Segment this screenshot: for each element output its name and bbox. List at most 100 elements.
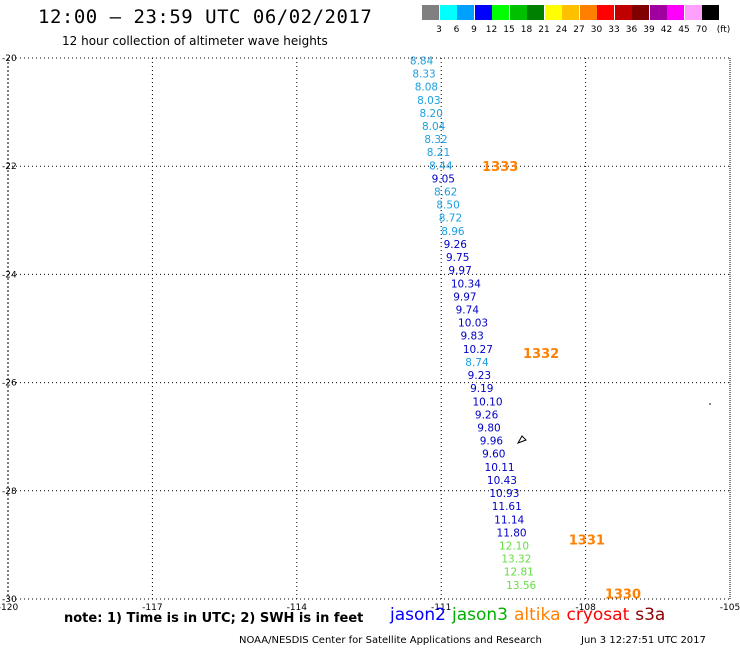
scale-unit: (ft): [716, 25, 731, 35]
wave-height-value: 9.60: [482, 448, 505, 460]
wave-height-value: 9.96: [480, 435, 504, 447]
scale-label: 24: [555, 25, 568, 35]
scale-label: 70: [695, 25, 708, 35]
time-label: 1330: [605, 588, 641, 603]
wave-height-value: 9.75: [446, 252, 469, 264]
scale-label: 33: [608, 25, 620, 35]
wave-height-value: 12.81: [504, 566, 534, 578]
wave-height-value: 10.93: [489, 488, 519, 500]
map-frame: [7, 57, 731, 600]
scale-label: 45: [678, 25, 690, 35]
scale-swatch-10: [597, 5, 614, 20]
map-title: 12:00 – 23:59 UTC 06/02/2017: [38, 6, 373, 28]
lon-tick-label: -105: [720, 603, 740, 613]
legend-cryosat: cryosat: [566, 605, 630, 625]
lat-tick-label: -22: [2, 162, 17, 172]
lat-tick-label: -20: [2, 54, 17, 64]
scale-label: 21: [538, 25, 550, 35]
time-label: 1333: [482, 160, 518, 175]
wave-height-value: 10.27: [463, 344, 493, 356]
wave-height-value: 8.32: [424, 134, 447, 146]
lon-tick-label: -111: [431, 603, 451, 613]
scale-label: 39: [643, 25, 655, 35]
footer-credit: NOAA/NESDIS Center for Satellite Applica…: [239, 635, 542, 646]
map-subtitle: 12 hour collection of altimeter wave hei…: [62, 34, 328, 48]
wave-height-value: 9.19: [470, 383, 493, 395]
scale-label: 12: [485, 25, 498, 35]
satellite-legend: jason2 jason3 altika cryosat s3a: [390, 605, 671, 625]
scale-swatch-7: [544, 5, 562, 20]
wave-height-value: 8.20: [420, 108, 443, 120]
wave-height-value: 9.26: [444, 239, 468, 251]
wave-height-value: 9.83: [460, 331, 483, 343]
wave-height-value: 12.10: [499, 540, 529, 552]
scale-swatch-5: [509, 5, 527, 20]
scale-swatch-15: [684, 5, 702, 20]
wave-height-value: 8.08: [415, 82, 438, 94]
wave-height-value: 8.96: [441, 226, 465, 238]
scale-label: 9: [471, 25, 477, 35]
wave-height-value: 10.11: [485, 462, 515, 474]
scale-label: 6: [453, 25, 460, 35]
wave-height-value: 8.72: [439, 213, 462, 225]
wave-height-value: 10.43: [487, 475, 517, 487]
bottom-note: note: 1) Time is in UTC; 2) SWH is in fe…: [64, 611, 364, 626]
lon-tick-label: -120: [0, 603, 18, 613]
scale-label: 30: [590, 25, 603, 35]
scale-label: 27: [573, 25, 585, 35]
wave-height-value: 11.61: [492, 501, 522, 513]
island-shape: [516, 435, 527, 444]
time-label: 1332: [523, 347, 559, 362]
wave-height-value: 8.74: [465, 357, 489, 369]
legend-s3a: s3a: [635, 605, 666, 625]
scale-label: 18: [520, 25, 533, 35]
legend-jason3: jason3: [452, 605, 508, 625]
wave-height-value: 8.44: [429, 161, 453, 173]
wave-height-value: 10.10: [472, 397, 502, 409]
scale-swatch-9: [579, 5, 597, 20]
wave-height-value: 8.50: [436, 200, 459, 212]
scale-swatch-1: [439, 5, 457, 20]
scale-label: 15: [503, 25, 515, 35]
scale-label: 3: [436, 25, 442, 35]
scale-swatch-11: [614, 5, 632, 20]
scale-label: 42: [660, 25, 673, 35]
wave-height-value: 9.74: [456, 305, 480, 317]
wave-height-value: 8.21: [427, 147, 450, 159]
legend-altika: altika: [514, 605, 561, 625]
wave-height-value: 13.32: [501, 553, 531, 565]
scale-swatch-14: [667, 5, 684, 20]
scale-swatch-13: [649, 5, 667, 20]
wave-height-value: 8.62: [434, 187, 457, 199]
wave-height-value: 9.23: [468, 370, 491, 382]
lat-tick-label: -24: [2, 270, 17, 280]
scale-swatch-3: [474, 5, 492, 20]
lon-tick-label: -114: [287, 603, 308, 613]
wave-height-value: 9.97: [448, 265, 471, 277]
scale-swatch-12: [632, 5, 649, 20]
wave-height-value: 9.05: [432, 174, 455, 186]
lon-tick-label: -108: [575, 603, 596, 613]
lat-tick-label: -28: [2, 487, 17, 497]
scale-label: 36: [625, 25, 638, 35]
wave-height-value: 8.04: [422, 121, 446, 133]
lon-tick-label: -117: [142, 603, 162, 613]
legend-jason2: jason2: [390, 605, 446, 625]
wave-height-value: 8.03: [417, 95, 440, 107]
scale-swatch-2: [457, 5, 474, 20]
wave-height-value: 11.14: [494, 514, 524, 526]
wave-height-value: 11.80: [497, 527, 527, 539]
wave-height-value: 9.97: [453, 292, 476, 304]
wave-height-value: 9.80: [477, 423, 500, 435]
wave-height-value: 10.03: [458, 318, 488, 330]
wave-height-value: 9.26: [475, 410, 499, 422]
wave-height-value: 8.84: [410, 56, 434, 68]
wave-height-value: 13.56: [506, 580, 536, 592]
wave-height-value: 10.34: [451, 279, 481, 291]
scale-swatch-0: [422, 5, 439, 20]
footer-timestamp: Jun 3 12:27:51 UTC 2017: [581, 635, 706, 646]
island-dot: [709, 403, 711, 405]
time-label: 1331: [569, 533, 605, 548]
wave-height-value: 8.33: [412, 69, 435, 81]
